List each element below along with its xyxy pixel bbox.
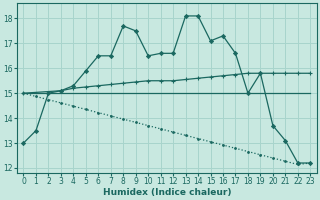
X-axis label: Humidex (Indice chaleur): Humidex (Indice chaleur): [103, 188, 231, 197]
